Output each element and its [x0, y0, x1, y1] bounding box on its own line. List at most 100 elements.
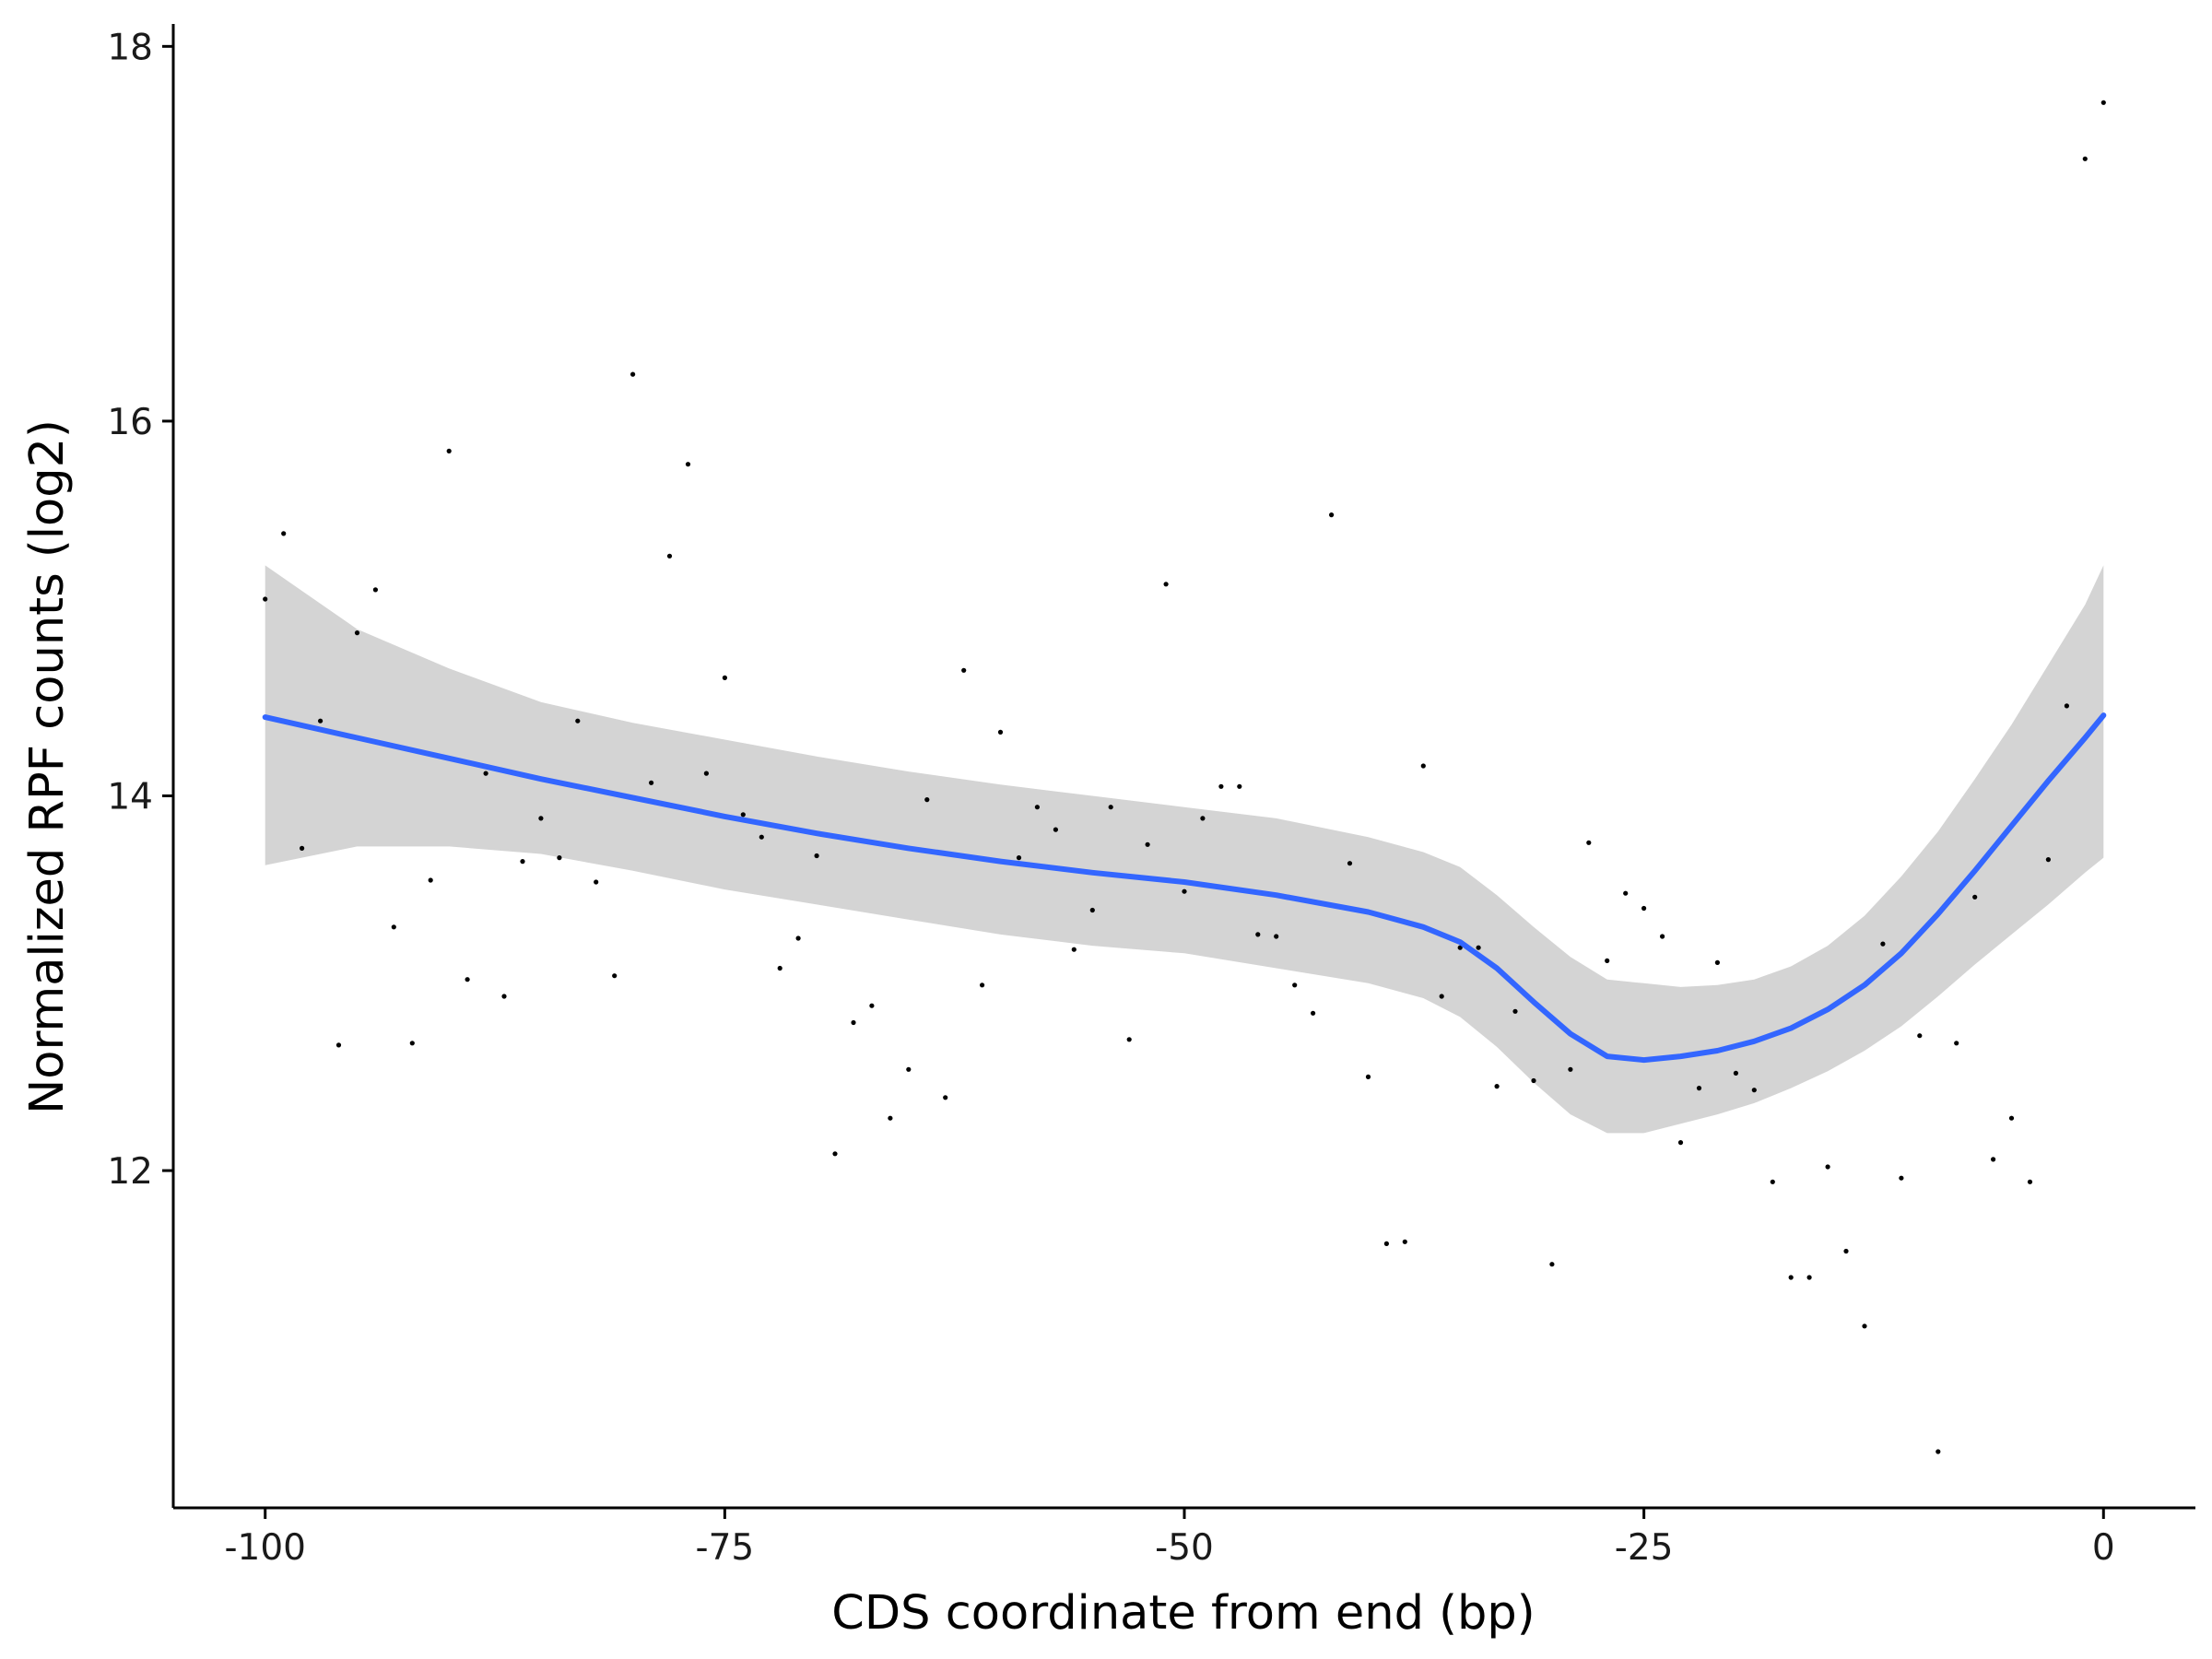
data-points [263, 100, 2106, 1454]
y-tick-label: 12 [107, 1151, 153, 1193]
data-point [1972, 894, 1978, 900]
data-point [1034, 805, 1040, 810]
data-point [1954, 1041, 1959, 1046]
data-point [1696, 1086, 1702, 1091]
data-point [1108, 805, 1113, 810]
data-point [1292, 982, 1298, 988]
data-point [354, 630, 360, 636]
data-point [2100, 100, 2106, 105]
data-point [666, 553, 673, 559]
confidence-band-layer [265, 565, 2104, 1134]
data-point [703, 771, 710, 776]
data-point [575, 718, 581, 724]
data-point [1660, 934, 1665, 939]
data-point [980, 982, 985, 988]
data-point [649, 780, 654, 785]
data-point [1237, 783, 1242, 789]
data-point [1936, 1449, 1941, 1454]
data-point [1917, 1033, 1923, 1039]
x-tick-label: -75 [696, 1527, 755, 1569]
data-point [906, 1066, 912, 1072]
data-point [465, 977, 470, 982]
data-point [300, 845, 305, 852]
data-point [1457, 945, 1463, 950]
data-point [1071, 947, 1077, 952]
data-point [1255, 932, 1261, 937]
data-point [1218, 783, 1224, 789]
data-point [961, 667, 967, 673]
data-point [777, 965, 782, 971]
data-point [1788, 1275, 1794, 1280]
data-point [1089, 907, 1095, 913]
data-point [483, 771, 488, 776]
smooth-line-layer [262, 712, 2107, 1064]
data-point [409, 1041, 415, 1046]
data-point [1329, 512, 1335, 518]
y-axis-ticks: 12 14 16 18 [107, 27, 173, 1193]
data-point [594, 879, 599, 885]
data-point [1365, 1074, 1371, 1079]
data-point [1200, 816, 1206, 821]
x-tick-label: -50 [1155, 1527, 1214, 1569]
data-point [1126, 1037, 1132, 1042]
data-point [1751, 1088, 1757, 1093]
confidence-band [265, 565, 2104, 1134]
data-point [759, 834, 764, 840]
data-point [612, 973, 618, 979]
axes: -100 -75 -50 -25 0 12 14 16 18 [107, 24, 2195, 1569]
y-tick-label: 16 [107, 402, 153, 443]
data-point [1347, 861, 1353, 866]
data-point [1531, 1077, 1536, 1084]
data-point [832, 1151, 838, 1157]
data-point [1439, 994, 1444, 999]
data-point [1274, 934, 1279, 939]
data-point [1825, 1164, 1830, 1170]
data-point [1899, 1175, 1904, 1181]
data-point [722, 675, 728, 681]
data-point [391, 924, 396, 930]
data-point [685, 462, 691, 467]
x-tick-label: -100 [224, 1527, 306, 1569]
data-point [869, 1003, 875, 1008]
data-point [501, 994, 507, 999]
data-point [428, 877, 433, 883]
data-point [630, 371, 636, 377]
data-point [943, 1095, 948, 1100]
data-point [1311, 1010, 1316, 1016]
data-point [1733, 1070, 1738, 1076]
data-point [318, 718, 324, 724]
data-point [557, 855, 562, 861]
data-point [1053, 827, 1058, 832]
data-point [1991, 1157, 1996, 1162]
data-point [1623, 890, 1629, 896]
data-point [1402, 1239, 1407, 1244]
data-point [1843, 1248, 1849, 1254]
y-axis-title: Normalized RPF counts (log2) [20, 419, 75, 1114]
data-point [2045, 857, 2051, 863]
data-point [1677, 1140, 1684, 1146]
data-point [1770, 1179, 1775, 1184]
smooth-trend-line [262, 712, 2107, 1064]
data-point [740, 812, 746, 818]
data-point [851, 1019, 856, 1026]
data-point [1586, 840, 1592, 845]
data-point [520, 859, 525, 865]
data-point [1641, 905, 1647, 912]
data-point [1549, 1262, 1555, 1267]
data-point [1420, 763, 1426, 769]
data-point [1862, 1324, 1867, 1329]
data-point [372, 587, 378, 593]
data-point [1714, 959, 1720, 965]
data-point [1605, 958, 1610, 963]
data-point [2008, 1115, 2015, 1121]
y-tick-label: 14 [107, 776, 153, 818]
data-point [446, 448, 452, 453]
data-point [997, 729, 1004, 735]
data-point [1016, 855, 1022, 861]
x-axis-ticks: -100 -75 -50 -25 0 [224, 1508, 2115, 1569]
data-point [1494, 1084, 1500, 1089]
x-axis-title: CDS coordinate from end (bp) [831, 1586, 1535, 1641]
data-point [2082, 156, 2088, 161]
data-point [281, 531, 287, 536]
